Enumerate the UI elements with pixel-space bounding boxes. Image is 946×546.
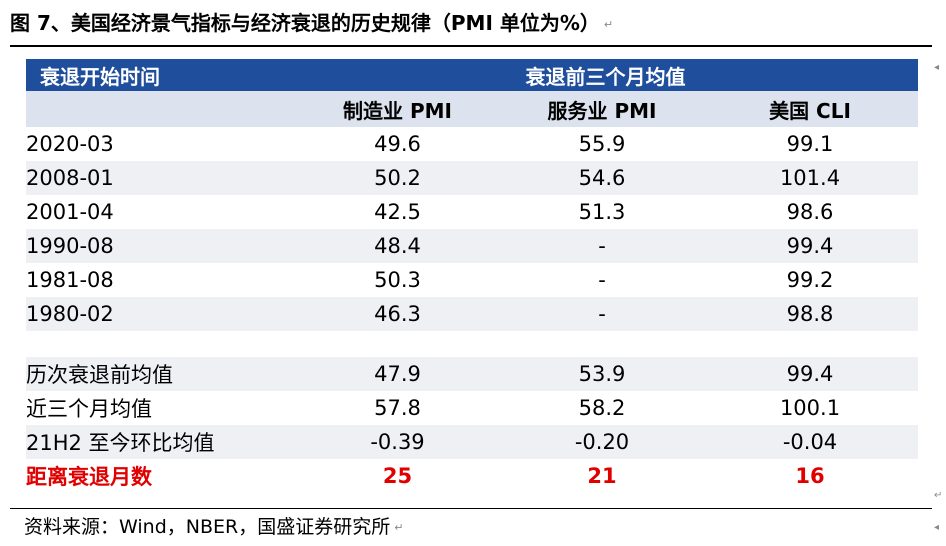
cell-value: 58.2: [578, 396, 626, 420]
table-header-row: 衰退开始时间 衰退前三个月均值: [26, 59, 919, 91]
table-subheader-row: 制造业 PMI 服务业 PMI 美国 CLI: [26, 91, 919, 127]
cell-value: 46.3: [293, 297, 502, 331]
col-header-manufacturing-pmi: 制造业 PMI: [293, 91, 502, 127]
figure-title-text: 图 7、美国经济景气指标与经济衰退的历史规律（PMI 单位为%）: [10, 11, 600, 35]
col-header-us-cli: 美国 CLI: [702, 91, 919, 127]
figure-title: 图 7、美国经济景气指标与经济衰退的历史规律（PMI 单位为%） ↵: [10, 6, 613, 40]
cell-value: -0.39: [293, 425, 502, 459]
summary-row: 21H2 至今环比均值 -0.39 -0.20 -0.04: [26, 425, 919, 459]
cell-value: 49.6: [374, 132, 421, 156]
row-label: 近三个月均值: [26, 397, 152, 421]
summary-row: 历次衰退前均值 47.9 53.9 99.4: [26, 357, 919, 391]
cell-value: -: [598, 268, 606, 292]
cell-value: -: [502, 297, 702, 331]
recession-indicator-table: 衰退开始时间 衰退前三个月均值 制造业 PMI 服务业 PMI 美国 CLI 2…: [26, 59, 919, 493]
col-header-services-pmi: 服务业 PMI: [502, 91, 702, 127]
row-label: 历次衰退前均值: [26, 357, 293, 391]
cell-value: -0.04: [702, 425, 919, 459]
cell-value: 99.1: [786, 132, 834, 156]
cell-value: 50.3: [374, 268, 421, 292]
table-row: 1990-08 48.4 - 99.4: [26, 229, 919, 263]
cell-value: 25: [382, 464, 413, 488]
row-end-mark-icon: ↵: [934, 490, 943, 501]
cell-value: 98.8: [702, 297, 919, 331]
row-end-mark-icon: ◂: [934, 522, 940, 533]
cell-value: 47.9: [293, 357, 502, 391]
row-label: 1980-02: [26, 297, 293, 331]
cell-value: 99.2: [786, 268, 834, 292]
cell-value: 50.2: [293, 161, 502, 195]
header-recession-start: 衰退开始时间: [26, 59, 293, 91]
table-row: 2008-01 50.2 54.6 101.4: [26, 161, 919, 195]
row-label: 距离衰退月数: [26, 465, 152, 489]
table-row: 2020-03 49.6 55.9 99.1: [26, 127, 918, 161]
cell-value: 99.4: [702, 357, 919, 391]
spacer-cell: [26, 331, 919, 357]
row-label: 21H2 至今环比均值: [26, 425, 293, 459]
cell-value: 57.8: [374, 396, 421, 420]
row-label: 2020-03: [26, 132, 114, 156]
table-spacer-row: [26, 331, 919, 357]
table-row: 1980-02 46.3 - 98.8: [26, 297, 919, 331]
cell-value: 54.6: [502, 161, 702, 195]
table-row: 1981-08 50.3 - 99.2: [26, 263, 918, 297]
cell-value: 16: [795, 464, 825, 488]
bottom-rule: [10, 508, 932, 509]
cell-value: 99.4: [702, 229, 919, 263]
source-text: 资料来源：Wind，NBER，国盛证券研究所: [24, 516, 391, 538]
source-note: 资料来源：Wind，NBER，国盛证券研究所 ↵: [24, 512, 403, 542]
row-label: 2008-01: [26, 161, 293, 195]
row-label: 1990-08: [26, 229, 293, 263]
subheader-blank: [26, 91, 293, 127]
cell-value: 53.9: [502, 357, 702, 391]
cell-value: 51.3: [578, 200, 626, 224]
cell-value: 55.9: [578, 132, 626, 156]
paragraph-mark-icon: ↵: [603, 17, 614, 31]
cell-value: 100.1: [779, 396, 841, 420]
summary-row: 近三个月均值 57.8 58.2 100.1: [26, 391, 918, 425]
header-group-label: 衰退前三个月均值: [293, 59, 919, 91]
top-rule: [10, 45, 932, 47]
table-edge-mark-icon: ◂: [934, 62, 940, 73]
table-row: 2001-04 42.5 51.3 98.6: [26, 195, 918, 229]
highlight-row: 距离衰退月数 25 21 16: [26, 459, 918, 493]
cell-value: 21: [587, 464, 617, 488]
cell-value: 98.6: [786, 200, 834, 224]
cell-value: 101.4: [702, 161, 919, 195]
row-label: 1981-08: [26, 268, 114, 292]
paragraph-mark-icon: ↵: [394, 520, 404, 534]
cell-value: 48.4: [293, 229, 502, 263]
cell-value: 42.5: [374, 200, 421, 224]
cell-value: -0.20: [502, 425, 702, 459]
row-label: 2001-04: [26, 200, 114, 224]
cell-value: -: [502, 229, 702, 263]
